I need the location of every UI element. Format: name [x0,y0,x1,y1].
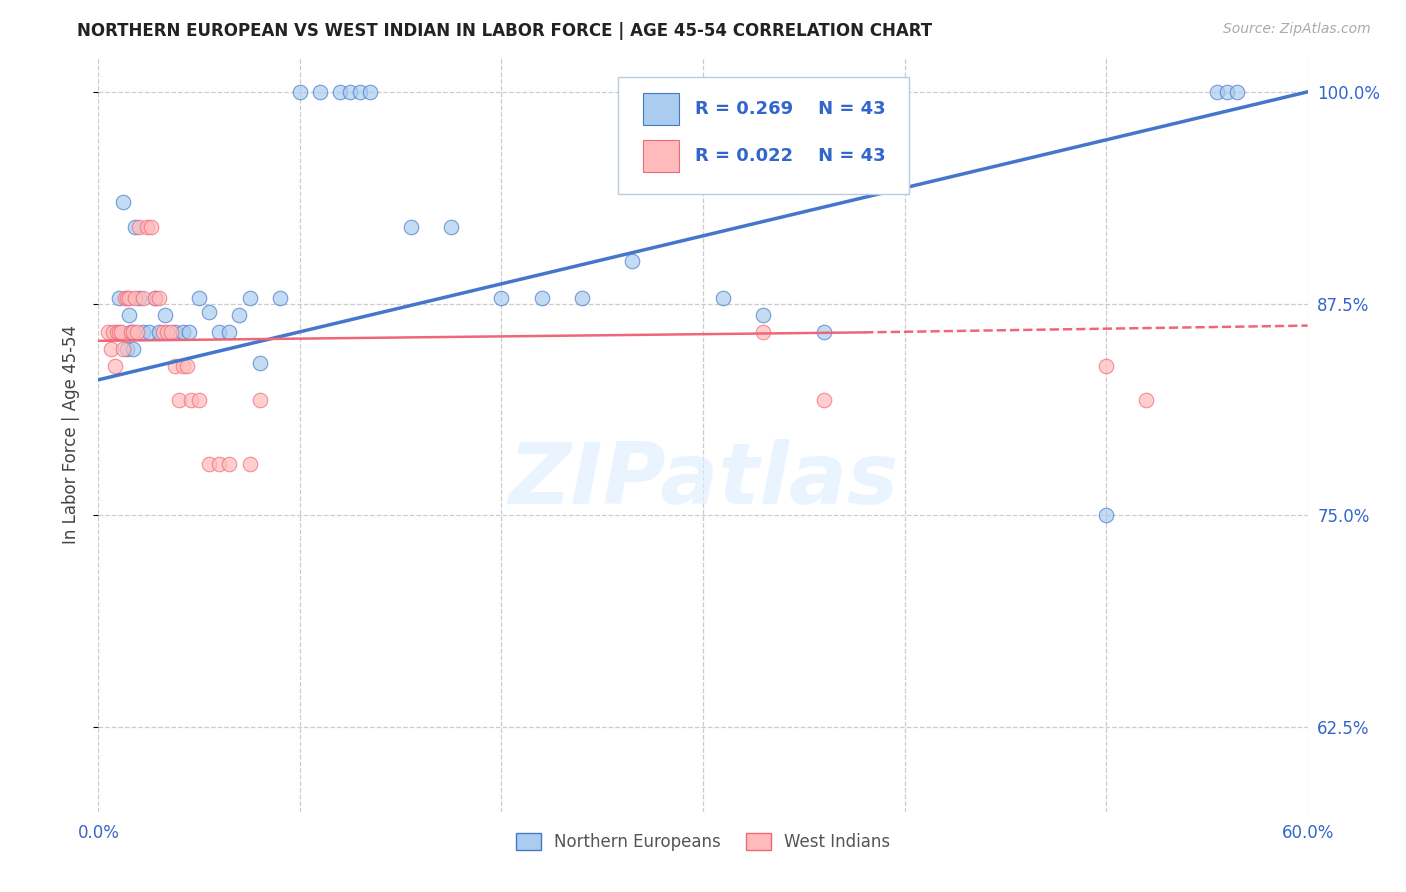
Point [208,326,231,340]
Point [180,393,202,408]
Point [349,85,371,99]
Point [120,326,142,340]
Point [138,326,160,340]
Point [156,326,179,340]
Point [132,326,155,340]
Point [249,356,271,370]
Point [139,220,162,235]
Point [153,309,176,323]
Point [309,85,332,99]
Text: R = 0.269    N = 43: R = 0.269 N = 43 [695,100,886,119]
Point [120,326,142,340]
Point [124,220,146,235]
Point [752,326,775,340]
Point [107,326,129,340]
Point [1206,85,1229,99]
Point [143,292,166,306]
Point [399,220,422,235]
Point [239,292,262,306]
Point [339,85,361,99]
Point [101,326,124,340]
Point [148,326,170,340]
Point [125,326,148,340]
Point [288,85,311,99]
Point [148,292,170,306]
Point [249,393,271,408]
Point [239,458,262,472]
Point [752,309,775,323]
Point [105,326,128,340]
Text: NORTHERN EUROPEAN VS WEST INDIAN IN LABOR FORCE | AGE 45-54 CORRELATION CHART: NORTHERN EUROPEAN VS WEST INDIAN IN LABO… [77,22,932,40]
Point [1095,359,1118,374]
Point [491,292,513,306]
Text: Source: ZipAtlas.com: Source: ZipAtlas.com [1223,22,1371,37]
Point [571,292,593,306]
Bar [643,140,679,172]
Point [188,393,211,408]
Point [1135,393,1157,408]
Text: R = 0.022    N = 43: R = 0.022 N = 43 [695,147,886,165]
Point [128,220,150,235]
Point [111,194,134,209]
Point [124,292,146,306]
Point [143,292,166,306]
Point [440,220,463,235]
Point [1216,85,1239,99]
Point [163,326,186,340]
Point [115,292,138,306]
Point [167,393,190,408]
Point [179,326,201,340]
Point [97,326,120,340]
Point [198,458,221,472]
Point [208,458,231,472]
Point [176,359,198,374]
Point [115,343,138,357]
Bar [643,94,679,125]
Point [530,292,553,306]
Point [114,292,136,306]
Point [269,292,291,306]
Text: ZIPatlas: ZIPatlas [508,439,898,522]
Point [118,309,141,323]
Point [218,458,240,472]
Point [118,292,141,306]
Point [121,326,143,340]
FancyBboxPatch shape [619,77,908,194]
Point [198,305,221,319]
Point [813,326,835,340]
Legend: Northern Europeans, West Indians: Northern Europeans, West Indians [509,826,897,857]
Point [1095,508,1118,523]
Point [135,220,157,235]
Point [160,326,183,340]
Point [1226,85,1249,99]
Point [172,359,194,374]
Point [329,85,352,99]
Point [360,85,382,99]
Point [111,343,134,357]
Point [128,292,150,306]
Point [188,292,211,306]
Point [121,343,143,357]
Point [218,326,240,340]
Y-axis label: In Labor Force | Age 45-54: In Labor Force | Age 45-54 [62,326,80,544]
Point [107,292,129,306]
Point [132,292,155,306]
Point [163,359,186,374]
Point [228,309,250,323]
Point [100,343,122,357]
Point [172,326,194,340]
Point [152,326,174,340]
Point [621,254,644,268]
Point [110,326,132,340]
Point [103,359,125,374]
Point [813,393,835,408]
Point [711,292,734,306]
